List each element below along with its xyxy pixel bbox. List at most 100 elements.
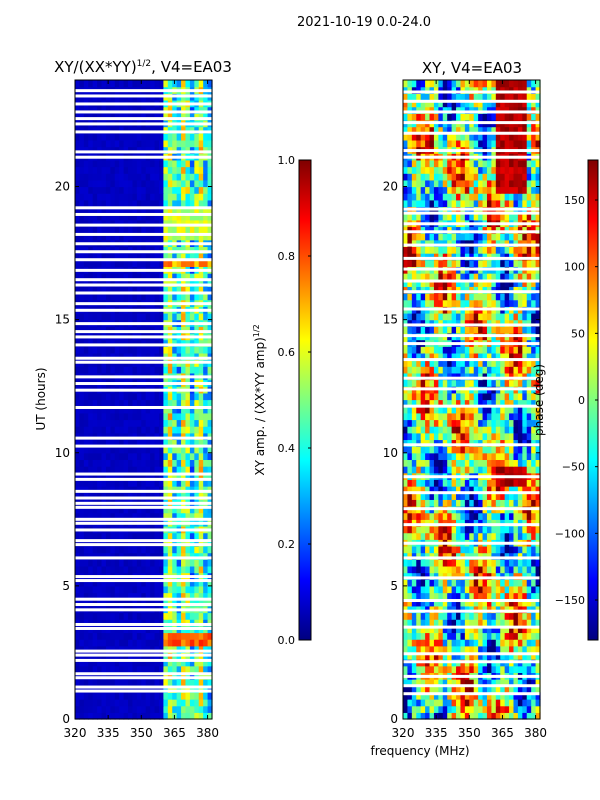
heatmap-cell xyxy=(442,452,448,461)
heatmap-cell xyxy=(75,253,81,261)
heatmap-cell xyxy=(495,392,501,401)
heatmap-cell xyxy=(509,705,515,713)
heatmap-cell xyxy=(456,439,462,447)
heatmap-cell xyxy=(482,312,488,321)
heatmap-cell xyxy=(172,146,178,154)
heatmap-cell xyxy=(517,519,523,527)
heatmap-cell xyxy=(535,639,541,647)
heatmap-cell xyxy=(97,80,103,88)
heatmap-cell xyxy=(500,652,506,660)
heatmap-cell xyxy=(163,452,169,461)
heatmap-cell xyxy=(163,506,169,514)
heatmap-cell xyxy=(181,459,187,467)
heatmap-cell xyxy=(478,699,484,707)
heatmap-cell xyxy=(486,452,492,461)
heatmap-cell xyxy=(158,80,164,88)
heatmap-cell xyxy=(150,412,156,421)
heatmap-cell xyxy=(495,452,501,461)
heatmap-cell xyxy=(119,599,125,607)
heatmap-cell xyxy=(185,259,191,267)
heatmap-cell xyxy=(473,452,479,461)
heatmap-cell xyxy=(167,645,173,654)
heatmap-cell xyxy=(522,559,528,567)
heatmap-cell xyxy=(425,392,431,401)
heatmap-cell xyxy=(123,585,129,594)
heatmap-cell xyxy=(425,459,431,467)
heatmap-cell xyxy=(119,126,125,134)
heatmap-cell xyxy=(114,406,120,414)
heatmap-cell xyxy=(189,552,195,560)
heatmap-cell xyxy=(79,486,85,494)
heatmap-cell xyxy=(526,492,532,500)
heatmap-cell xyxy=(500,459,506,467)
heatmap-cell xyxy=(163,312,169,321)
heatmap-cell xyxy=(495,519,501,527)
heatmap-cell xyxy=(158,406,164,414)
heatmap-cell xyxy=(110,139,116,148)
heatmap-cell xyxy=(189,179,195,188)
heatmap-cell xyxy=(189,545,195,554)
heatmap-cell xyxy=(531,392,537,401)
heatmap-cell xyxy=(469,459,475,467)
heatmap-cell xyxy=(473,632,479,640)
heatmap-cell xyxy=(110,219,116,228)
heatmap-cell xyxy=(132,279,138,287)
heatmap-cell xyxy=(79,665,85,674)
heatmap-cell xyxy=(189,186,195,194)
heatmap-cell xyxy=(198,139,204,148)
heatmap-cell xyxy=(198,619,204,627)
heatmap-cell xyxy=(75,426,81,434)
heatmap-cell xyxy=(451,452,457,461)
heatmap-cell xyxy=(207,545,213,554)
heatmap-cell xyxy=(478,372,484,381)
heatmap-cell xyxy=(451,579,457,587)
heatmap-cell xyxy=(172,226,178,234)
heatmap-cell xyxy=(136,452,142,461)
heatmap-cell xyxy=(207,479,213,487)
heatmap-cell xyxy=(526,559,532,567)
heatmap-cell xyxy=(451,379,457,387)
heatmap-cell xyxy=(433,346,439,354)
heatmap-cell xyxy=(491,679,497,687)
heatmap-cell xyxy=(114,645,120,654)
heatmap-cell xyxy=(79,512,85,520)
heatmap-cell xyxy=(535,492,541,500)
heatmap-cell xyxy=(460,379,466,387)
heatmap-cell xyxy=(407,525,413,534)
heatmap-cell xyxy=(163,446,169,454)
heatmap-cell xyxy=(203,339,209,347)
heatmap-cell xyxy=(75,659,81,667)
heatmap-cell xyxy=(105,579,111,587)
heatmap-cell xyxy=(101,352,107,361)
heatmap-cell xyxy=(491,572,497,580)
heatmap-cell xyxy=(185,632,191,640)
heatmap-cell xyxy=(114,419,120,427)
heatmap-cell xyxy=(163,80,169,88)
heatmap-cell xyxy=(119,206,125,214)
heatmap-cell xyxy=(172,206,178,214)
heatmap-cell xyxy=(172,352,178,361)
heatmap-cell xyxy=(473,612,479,620)
heatmap-cell xyxy=(513,392,519,401)
heatmap-cell xyxy=(203,392,209,401)
heatmap-cell xyxy=(75,226,81,234)
heatmap-cell xyxy=(75,665,81,674)
heatmap-cell xyxy=(128,439,134,447)
heatmap-cell xyxy=(75,559,81,567)
heatmap-cell xyxy=(517,346,523,354)
heatmap-cell xyxy=(158,286,164,294)
heatmap-cell xyxy=(411,625,417,634)
heatmap-cell xyxy=(141,479,147,487)
heatmap-cell xyxy=(531,312,537,321)
amp-colorbar-ticks: 0.00.20.40.60.81.0 xyxy=(278,154,311,647)
heatmap-cell xyxy=(456,419,462,427)
heatmap-cell xyxy=(83,486,89,494)
heatmap-cell xyxy=(101,412,107,421)
flagged-gap xyxy=(75,521,212,525)
heatmap-cell xyxy=(114,286,120,294)
heatmap-cell xyxy=(438,492,444,500)
heatmap-cell xyxy=(425,632,431,640)
heatmap-cell xyxy=(460,419,466,427)
heatmap-cell xyxy=(531,685,537,693)
heatmap-cell xyxy=(407,619,413,627)
